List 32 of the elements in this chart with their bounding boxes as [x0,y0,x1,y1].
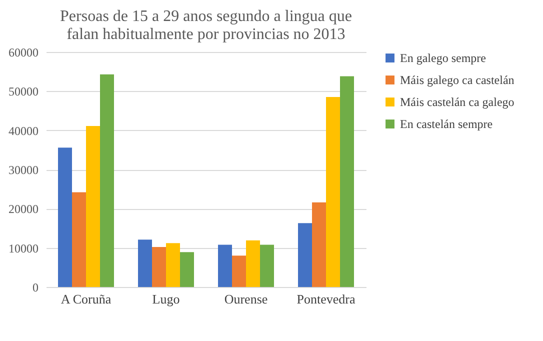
bar [180,252,194,287]
bar [138,240,152,287]
x-tick-label: Ourense [224,292,268,306]
bar [100,74,114,287]
x-tick-label: A Coruña [60,292,112,306]
bar [246,240,260,287]
bar [298,223,312,287]
legend-label: Máis castelán ca galego [400,95,514,109]
bar [58,148,72,287]
y-tick-label: 20000 [8,202,38,216]
y-tick-label: 40000 [8,124,38,138]
bar [326,97,340,287]
bar [218,244,232,287]
bar [260,244,274,287]
x-tick-label: Pontevedra [296,292,356,306]
bar [340,76,354,287]
bar [152,247,166,287]
legend-label: Máis galego ca castelán [400,73,514,87]
y-tick-label: 0 [32,280,38,294]
legend-label: En castelán sempre [400,117,493,131]
legend-label: En galego sempre [400,51,486,65]
x-tick-label: Lugo [152,292,180,306]
y-tick-label: 60000 [8,46,38,60]
bar [232,256,246,287]
y-tick-label: 10000 [8,241,38,256]
bar [72,192,86,287]
bar [312,202,326,287]
bar [86,126,100,287]
chart-title: Persoas de 15 a 29 anos segundo a lingua que falan habitualmente por provincias no 2013 [60,8,352,43]
y-tick-label: 50000 [8,84,38,99]
bar [166,243,180,287]
y-tick-label: 30000 [8,163,38,177]
